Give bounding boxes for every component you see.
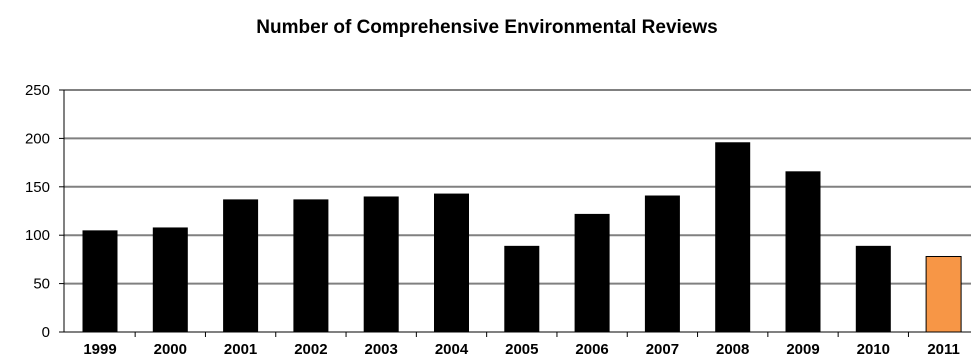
x-tick-label: 2008 xyxy=(716,341,749,358)
chart-title: Number of Comprehensive Environmental Re… xyxy=(256,17,717,38)
bar-2009 xyxy=(785,171,821,332)
bar-2005 xyxy=(504,245,540,332)
y-tick-label: 250 xyxy=(25,82,50,99)
x-axis-ticks: 1999 2000 2001 2002 2003 2004 2005 2006 2007 2008… xyxy=(83,341,960,358)
x-tick-label: 2006 xyxy=(575,341,608,358)
y-tick-label: 0 xyxy=(42,324,50,341)
x-tick-label: 2010 xyxy=(857,341,890,358)
y-tick-label: 100 xyxy=(25,227,50,244)
bar-1999 xyxy=(82,230,118,332)
y-axis-ticks: 0 50 100 150 200 250 xyxy=(25,82,50,341)
x-tick-label: 2005 xyxy=(505,341,538,358)
x-tick-label: 2004 xyxy=(435,341,469,358)
bar-2011 xyxy=(925,255,962,333)
x-tick-label: 2001 xyxy=(224,341,257,358)
bar-2001 xyxy=(223,199,259,332)
y-tick-label: 50 xyxy=(33,276,50,293)
x-tick-label: 2007 xyxy=(646,341,679,358)
x-tick-label: 2003 xyxy=(365,341,398,358)
y-tick-label: 150 xyxy=(25,179,50,196)
bars xyxy=(82,142,962,333)
x-tick-label: 2009 xyxy=(786,341,819,358)
bar-2002 xyxy=(293,199,329,332)
x-tick-label: 1999 xyxy=(83,341,116,358)
bar-2010 xyxy=(855,245,891,332)
bar-2006 xyxy=(574,213,610,332)
bar-2000 xyxy=(152,227,188,332)
y-tick-label: 200 xyxy=(25,130,50,147)
bar-2004 xyxy=(434,193,469,332)
bar-2008 xyxy=(715,142,751,332)
bar-2007 xyxy=(644,195,680,332)
x-tick-label: 2011 xyxy=(927,341,960,358)
x-tick-label: 2000 xyxy=(154,341,187,358)
bar-2003 xyxy=(363,196,399,332)
x-tick-label: 2002 xyxy=(294,341,327,358)
